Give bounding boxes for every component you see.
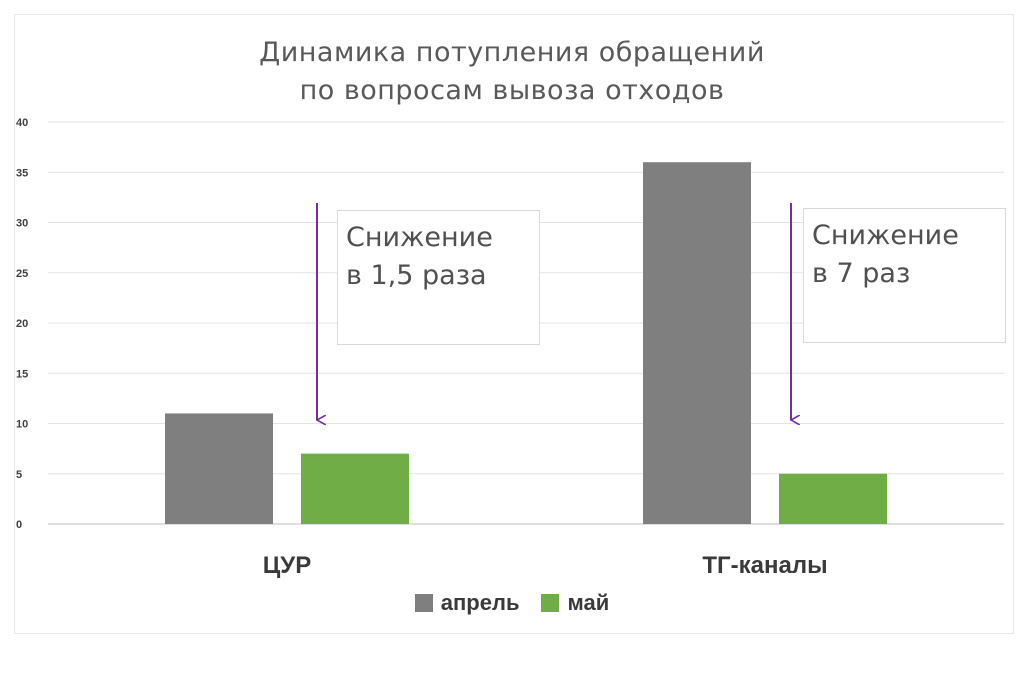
bars: [165, 162, 887, 524]
y-tick-label: 20: [16, 318, 28, 330]
legend-swatch-may: [541, 594, 560, 612]
y-tick-label: 5: [16, 469, 22, 481]
legend-item-april: апрель: [414, 590, 520, 616]
legend-label-may: май: [567, 590, 610, 615]
y-tick-label: 30: [16, 218, 28, 230]
y-tick-label: 15: [16, 368, 28, 380]
y-tick-label: 10: [16, 419, 28, 431]
legend-swatch-april: [414, 594, 433, 612]
annotation-box-cur: Снижение в 1,5 раза: [337, 210, 540, 345]
y-tick-label: 25: [16, 268, 28, 280]
bar-may-1: [779, 473, 887, 524]
category-labels: ЦУР ТГ-каналы: [263, 552, 828, 579]
y-tick-label: 35: [16, 167, 28, 179]
bar-may-0: [301, 453, 409, 524]
legend: апрель май: [0, 590, 1024, 616]
bar-april-1: [643, 162, 751, 524]
legend-item-may: май: [541, 590, 609, 616]
y-axis-ticks: 0 5 10 15 20 25 30 35 40: [16, 117, 28, 531]
legend-label-april: апрель: [440, 590, 520, 615]
y-tick-label: 40: [16, 117, 28, 129]
chart-title: Динамика потупления обращений по вопроса…: [259, 37, 765, 106]
category-label: ТГ-каналы: [702, 552, 827, 579]
annotation-arrows: [316, 203, 791, 420]
annotation-box-tg: Снижение в 7 раз: [803, 208, 1006, 343]
bar-april-0: [165, 413, 273, 524]
y-tick-label: 0: [16, 519, 22, 531]
category-label: ЦУР: [263, 552, 311, 579]
